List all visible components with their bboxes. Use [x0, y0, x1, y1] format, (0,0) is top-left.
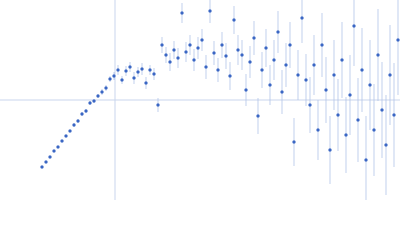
page: {"chart_data": { "type": "scatter", "xli… — [0, 0, 400, 200]
point — [148, 68, 152, 72]
point — [316, 128, 320, 132]
point — [248, 60, 252, 64]
point — [336, 113, 340, 117]
point — [76, 119, 80, 123]
point — [44, 160, 48, 164]
point — [196, 46, 200, 50]
point — [304, 78, 308, 82]
point — [340, 58, 344, 62]
point — [240, 53, 244, 57]
point — [320, 43, 324, 47]
point — [344, 133, 348, 137]
point — [388, 73, 392, 77]
point — [188, 43, 192, 47]
point — [56, 145, 60, 149]
point — [396, 38, 400, 42]
point — [144, 81, 148, 85]
point — [52, 149, 56, 153]
point — [136, 70, 140, 74]
point — [200, 38, 204, 42]
point — [140, 67, 144, 71]
point — [284, 63, 288, 67]
point — [124, 69, 128, 73]
point — [168, 60, 172, 64]
point — [164, 53, 168, 57]
point — [220, 43, 224, 47]
point — [128, 65, 132, 69]
point — [364, 158, 368, 162]
point — [104, 86, 108, 90]
point — [272, 58, 276, 62]
point — [224, 54, 228, 58]
point — [256, 114, 260, 118]
chart — [0, 0, 400, 200]
point — [80, 112, 84, 116]
point — [292, 140, 296, 144]
point — [244, 88, 248, 92]
point — [40, 165, 44, 169]
point — [152, 72, 156, 76]
point — [368, 83, 372, 87]
point — [156, 103, 160, 107]
point — [216, 68, 220, 72]
point — [228, 74, 232, 78]
point — [96, 94, 100, 98]
point — [176, 56, 180, 60]
point — [348, 93, 352, 97]
point — [312, 63, 316, 67]
point — [324, 88, 328, 92]
point — [280, 90, 284, 94]
point — [356, 118, 360, 122]
point — [84, 109, 88, 113]
point — [72, 123, 76, 127]
point — [120, 78, 124, 82]
point — [60, 139, 64, 143]
point — [360, 68, 364, 72]
point — [268, 83, 272, 87]
point — [184, 50, 188, 54]
point — [132, 76, 136, 80]
point — [172, 48, 176, 52]
point — [288, 43, 292, 47]
point — [180, 11, 184, 15]
point — [232, 18, 236, 22]
point — [328, 148, 332, 152]
point — [112, 74, 116, 78]
point — [192, 58, 196, 62]
point — [308, 103, 312, 107]
point — [160, 43, 164, 47]
point — [236, 48, 240, 52]
point — [48, 155, 52, 159]
point — [300, 16, 304, 20]
point — [384, 143, 388, 147]
point — [68, 129, 72, 133]
point — [260, 68, 264, 72]
point — [92, 99, 96, 103]
point — [108, 77, 112, 81]
point — [264, 46, 268, 50]
point — [116, 68, 120, 72]
point — [64, 134, 68, 138]
point — [208, 9, 212, 13]
point — [100, 90, 104, 94]
point — [252, 36, 256, 40]
point — [212, 51, 216, 55]
point — [332, 73, 336, 77]
point — [88, 101, 92, 105]
point — [372, 128, 376, 132]
point — [276, 30, 280, 34]
point — [376, 53, 380, 57]
point — [204, 65, 208, 69]
point — [296, 73, 300, 77]
point — [352, 24, 356, 28]
point — [380, 108, 384, 112]
point — [392, 113, 396, 117]
